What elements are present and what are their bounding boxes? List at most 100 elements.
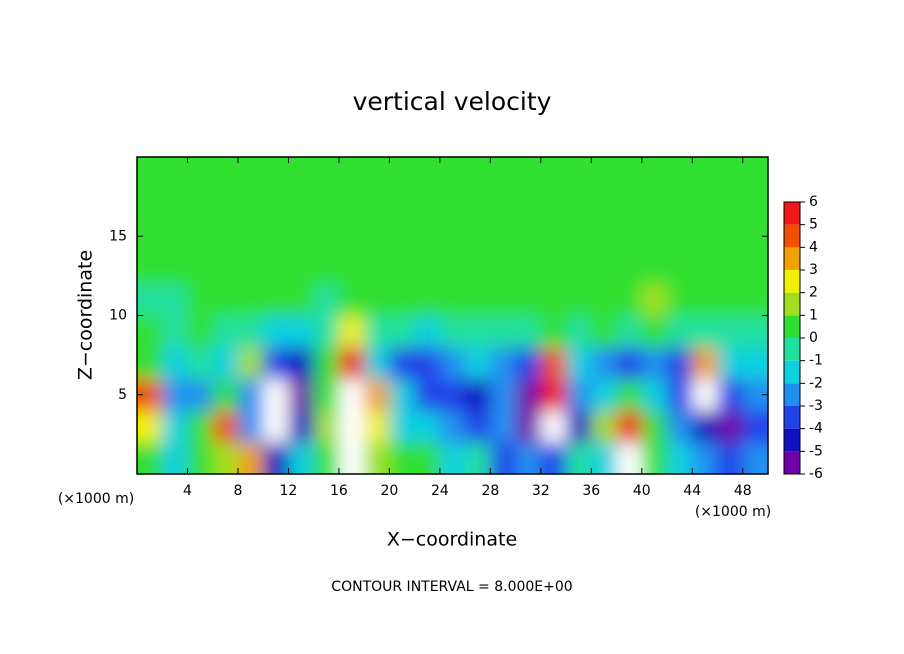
cell: [591, 283, 618, 316]
cell: [137, 442, 163, 474]
cell: [237, 315, 264, 348]
colorbar-label: 0: [809, 330, 818, 346]
cell: [237, 347, 264, 380]
colorbar-label: 1: [809, 307, 818, 323]
cell: [591, 378, 618, 412]
cell: [288, 283, 315, 316]
cell: [338, 283, 365, 316]
cell: [439, 188, 466, 221]
colorbar-label: -3: [809, 398, 823, 414]
cell: [187, 347, 214, 380]
cell: [439, 378, 466, 412]
cell: [591, 410, 618, 443]
cell: [515, 220, 542, 253]
cell: [414, 378, 441, 412]
cell: [389, 347, 416, 380]
cell: [212, 220, 239, 253]
colorbar-label: 2: [809, 285, 818, 301]
cell: [414, 188, 441, 221]
cell: [389, 442, 416, 474]
cell: [338, 315, 365, 348]
cell: [263, 410, 289, 443]
cell: [465, 188, 491, 221]
colorbar-swatch: [784, 338, 800, 361]
cell: [364, 347, 390, 380]
cell: [742, 315, 768, 348]
cell: [490, 252, 517, 285]
cell: [414, 157, 441, 190]
cell: [566, 220, 592, 253]
cell: [667, 252, 693, 285]
cell: [616, 378, 643, 412]
cell: [616, 410, 643, 443]
cell: [389, 220, 416, 253]
cell: [212, 378, 239, 412]
colorbar-swatch: [784, 247, 800, 270]
cell: [313, 442, 340, 474]
cell: [667, 378, 693, 412]
cell: [515, 410, 542, 443]
cell: [667, 442, 693, 474]
y-tick-label: 15: [109, 228, 127, 244]
cell: [490, 157, 517, 190]
cell: [465, 410, 491, 443]
colorbar-label: -6: [809, 466, 823, 482]
cell: [313, 378, 340, 412]
cell: [465, 315, 491, 348]
cell: [591, 315, 618, 348]
x-tick-label: 20: [380, 483, 398, 499]
cell: [187, 283, 214, 316]
x-unit: (×1000 m): [695, 504, 771, 520]
x-tick-label: 40: [633, 483, 651, 499]
cell: [187, 410, 214, 443]
cell: [490, 378, 517, 412]
cell: [566, 378, 592, 412]
cell: [717, 347, 744, 380]
cell: [692, 347, 719, 380]
x-tick-label: 44: [683, 483, 701, 499]
cell: [187, 442, 214, 474]
cell: [162, 347, 188, 380]
colorbar-label: 5: [809, 217, 818, 233]
cell: [313, 188, 340, 221]
cell: [137, 252, 163, 285]
cell: [667, 188, 693, 221]
cell: [187, 252, 214, 285]
cell: [692, 157, 719, 190]
cell: [742, 252, 768, 285]
cell: [212, 252, 239, 285]
cell: [187, 315, 214, 348]
cell: [641, 157, 668, 190]
cell: [515, 188, 542, 221]
cell: [692, 252, 719, 285]
x-tick-label: 4: [183, 483, 192, 499]
x-tick-label: 16: [330, 483, 348, 499]
cell: [616, 220, 643, 253]
cell: [162, 315, 188, 348]
cell: [490, 315, 517, 348]
cell: [237, 410, 264, 443]
cell: [641, 347, 668, 380]
cell: [439, 442, 466, 474]
cell: [288, 188, 315, 221]
cell: [137, 315, 163, 348]
cell: [137, 157, 163, 190]
cell: [641, 315, 668, 348]
x-tick-label: 32: [532, 483, 550, 499]
cell: [540, 220, 567, 253]
colorbar-label: -4: [809, 421, 823, 437]
cell: [591, 442, 618, 474]
cell: [439, 252, 466, 285]
cell: [540, 252, 567, 285]
cell: [465, 378, 491, 412]
cell: [364, 410, 390, 443]
cell: [540, 378, 567, 412]
cell: [540, 410, 567, 443]
cell: [591, 252, 618, 285]
colorbar-label: -2: [809, 375, 823, 391]
cell: [641, 410, 668, 443]
cell: [667, 157, 693, 190]
cell: [263, 157, 289, 190]
cell: [313, 283, 340, 316]
cell: [338, 188, 365, 221]
